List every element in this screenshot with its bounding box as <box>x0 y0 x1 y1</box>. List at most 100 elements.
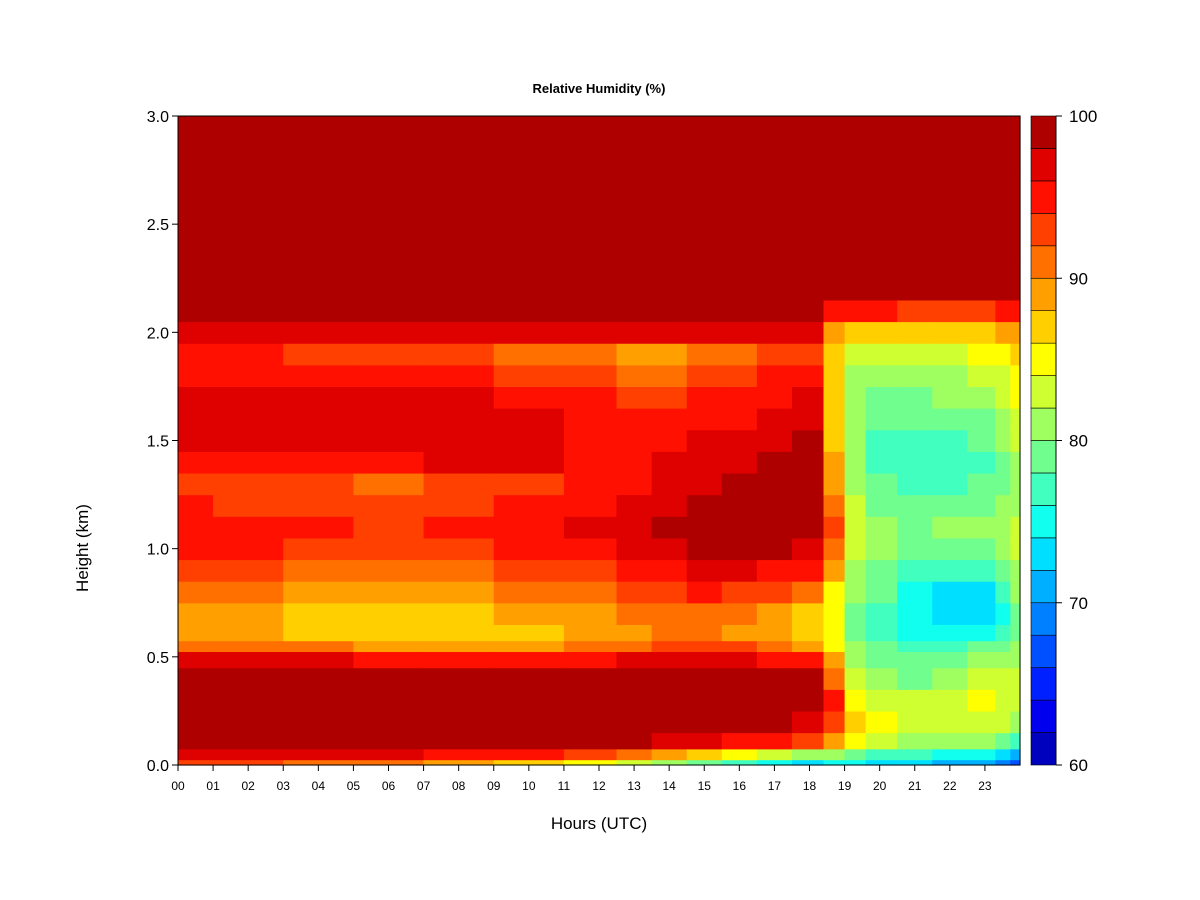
heatmap-cell <box>178 429 214 452</box>
heatmap-cell <box>756 624 793 642</box>
heatmap-cell <box>213 624 284 642</box>
heatmap-cell <box>563 732 618 750</box>
heatmap-cell <box>967 429 997 452</box>
heatmap-cell <box>756 759 793 766</box>
chart-title: Relative Humidity (%) <box>533 81 666 96</box>
heatmap-cell <box>493 581 565 604</box>
heatmap-cell <box>756 116 793 171</box>
y-axis: 0.0 0.5 1.0 1.5 2.0 2.5 3.0 <box>147 109 179 775</box>
heatmap-cell <box>686 494 723 517</box>
heatmap-cell <box>897 451 933 474</box>
heatmap-cell <box>563 408 618 431</box>
heatmap-cell <box>213 689 284 712</box>
heatmap-cell <box>967 170 997 258</box>
heatmap-cell <box>178 386 214 409</box>
heatmap-cell <box>353 408 425 431</box>
heatmap-cell <box>423 472 495 496</box>
heatmap-cell <box>686 429 723 452</box>
heatmap-cell <box>353 559 425 582</box>
heatmap-cell <box>686 472 723 496</box>
heatmap-cell <box>493 516 565 539</box>
heatmap-cell <box>616 343 653 366</box>
heatmap-cell <box>721 494 758 517</box>
heatmap-cell <box>791 581 825 604</box>
x-tick-label: 14 <box>662 779 676 793</box>
heatmap-cell <box>995 256 1011 301</box>
heatmap-cell <box>823 429 846 452</box>
heatmap-cell <box>563 494 618 517</box>
heatmap-cell <box>353 256 425 301</box>
heatmap-cell <box>721 732 758 750</box>
heatmap-cell <box>823 364 846 388</box>
heatmap-cell <box>686 559 723 582</box>
heatmap-cell <box>932 116 968 171</box>
heatmap-cell <box>178 710 214 734</box>
heatmap-cell <box>844 116 867 171</box>
colorbar-segment <box>1030 245 1057 279</box>
heatmap-cell <box>493 321 565 344</box>
heatmap-cell <box>823 624 846 642</box>
heatmap-cell <box>1010 494 1021 517</box>
heatmap-cell <box>493 472 565 496</box>
heatmap-cell <box>967 116 997 171</box>
heatmap-cell <box>686 624 723 642</box>
heatmap-cell <box>563 537 618 561</box>
heatmap-cell <box>651 386 688 409</box>
heatmap-cell <box>932 581 968 604</box>
heatmap-cell <box>791 494 825 517</box>
heatmap-cell <box>791 429 825 452</box>
heatmap-cell <box>493 386 565 409</box>
heatmap-cell <box>213 170 284 258</box>
heatmap-cell <box>178 581 214 604</box>
x-axis-label: Hours (UTC) <box>551 814 647 833</box>
heatmap-cell <box>1010 710 1021 734</box>
heatmap-cell <box>721 170 758 258</box>
heatmap-cell <box>686 343 723 366</box>
heatmap-cell <box>563 343 618 366</box>
heatmap-cell <box>844 581 867 604</box>
heatmap-cell <box>686 667 723 690</box>
heatmap-cell <box>967 516 997 539</box>
heatmap-cell <box>791 472 825 496</box>
heatmap-cell <box>897 386 933 409</box>
heatmap-cell <box>1010 256 1021 301</box>
heatmap-cell <box>844 386 867 409</box>
heatmap-cell <box>213 364 284 388</box>
heatmap-cell <box>967 364 997 388</box>
heatmap-cell <box>651 116 688 171</box>
y-tick-label: 1.5 <box>147 434 169 451</box>
heatmap-cell <box>213 651 284 669</box>
heatmap-cell <box>791 537 825 561</box>
heatmap-cell <box>651 472 688 496</box>
colorbar-axis: 60 70 80 90 100 <box>1055 107 1097 775</box>
heatmap-cell <box>563 748 618 761</box>
heatmap-cell <box>897 602 933 625</box>
heatmap-cell <box>283 364 355 388</box>
heatmap-cell <box>283 343 355 366</box>
heatmap-cell <box>995 516 1011 539</box>
heatmap-cell <box>616 429 653 452</box>
heatmap-cell <box>897 472 933 496</box>
heatmap-cell <box>651 170 688 258</box>
heatmap-cell <box>756 640 793 653</box>
heatmap-cell <box>1010 364 1021 388</box>
heatmap-cell <box>756 299 793 323</box>
heatmap-cell <box>283 689 355 712</box>
heatmap-cell <box>651 451 688 474</box>
heatmap-cell <box>563 116 618 171</box>
heatmap-cell <box>178 667 214 690</box>
heatmap-cell <box>865 759 898 766</box>
heatmap-cell <box>493 494 565 517</box>
heatmap-cell <box>283 116 355 171</box>
heatmap-cell <box>563 364 618 388</box>
heatmap-cell <box>353 759 425 766</box>
heatmap-cell <box>721 559 758 582</box>
colorbar-tick-label: 80 <box>1069 432 1088 451</box>
heatmap-cell <box>1010 429 1021 452</box>
heatmap-cell <box>967 451 997 474</box>
x-tick-label: 20 <box>873 779 887 793</box>
heatmap-cell <box>178 689 214 712</box>
heatmap-cell <box>616 299 653 323</box>
colorbar-segment <box>1030 180 1057 214</box>
heatmap-cell <box>823 667 846 690</box>
